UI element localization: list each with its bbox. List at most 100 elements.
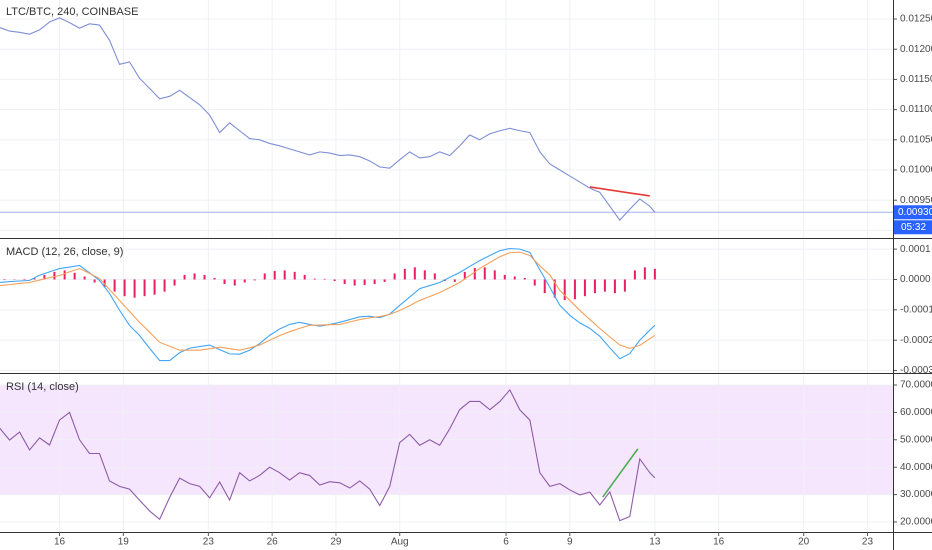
histogram-bar [373,279,376,285]
histogram-bar [523,277,526,280]
histogram-bar [653,268,656,280]
histogram-bar [533,279,536,286]
trend-line [589,186,650,197]
histogram-bar [253,279,256,281]
pane-title: LTC/BTC, 240, COINBASE [6,6,138,18]
countdown-label: 05:32 [901,222,926,233]
histogram-bar [343,279,346,285]
histogram-bar [133,279,136,298]
series-line [0,17,656,221]
last-price-label: 0.00930 [898,207,932,218]
histogram-bar [423,270,426,280]
histogram-bar [193,273,196,280]
histogram-bar [463,271,466,280]
histogram-bar [123,279,126,297]
histogram-bar [283,270,286,280]
histogram-bar [53,271,56,280]
histogram-bar [603,279,606,292]
y-tick-label: 70.0000 [900,380,932,391]
histogram-bar [233,279,236,286]
histogram-bar [3,279,6,281]
histogram-bar [453,279,456,282]
histogram-bar [473,267,476,280]
histogram-bar [403,268,406,280]
x-tick-label: 29 [330,537,342,548]
histogram-bar [103,279,106,288]
histogram-bar [113,279,116,292]
histogram-bar [593,279,596,294]
histogram-bar [243,279,246,283]
x-tick-label: 13 [649,537,661,548]
histogram-bar [583,279,586,297]
y-tick-label: 0.01150 [900,74,932,85]
histogram-bar [353,279,356,286]
histogram-bar [43,274,46,280]
histogram-bar [383,279,386,282]
histogram-bar [483,267,486,280]
y-tick-label: 0.01250 [900,14,932,25]
histogram-bar [83,276,86,280]
histogram-bar [493,270,496,280]
pane-title: RSI (14, close) [6,381,79,393]
histogram-bar [173,279,176,286]
histogram-bar [163,279,166,292]
countdown-box [894,220,932,235]
histogram-bar [263,273,266,280]
pane: 0.009000.009500.010000.010500.011000.011… [0,0,932,238]
histogram-bar [513,276,516,280]
x-tick-label: Aug [391,537,409,548]
y-tick-label: -0.0003 [900,365,932,376]
histogram-bar [93,279,96,283]
histogram-bar [213,277,216,280]
x-tick-label: 26 [267,537,279,548]
histogram-bar [333,279,336,281]
histogram-bar [393,273,396,280]
x-tick-label: 23 [203,537,215,548]
y-tick-label: 20.0000 [900,517,932,528]
histogram-bar [553,279,556,298]
pane-plot [0,0,893,238]
histogram-bar [563,279,566,301]
histogram-bar [633,270,636,280]
histogram-bar [23,278,26,280]
y-tick-label: 50.0000 [900,434,932,445]
histogram-bar [63,270,66,280]
histogram-bar [203,274,206,280]
series-line [0,388,656,522]
series-line [0,251,656,351]
histogram-bar [623,279,626,292]
histogram-bar [413,267,416,280]
histogram-bar [543,279,546,294]
histogram-bar [323,278,326,280]
pane-plot [0,375,893,532]
histogram-bar [573,279,576,300]
histogram-bar [153,279,156,295]
x-tick-label: 16 [54,537,66,548]
layers: 0.009000.009500.010000.010500.011000.011… [0,0,932,532]
x-tick-label: 20 [798,537,810,548]
y-tick-label: 30.0000 [900,489,932,500]
histogram-bar [313,278,316,280]
y-tick-label: 40.0000 [900,462,932,473]
histogram-bar [363,279,366,285]
pane-title: MACD (12, 26, close, 9) [6,246,123,258]
x-tick-label: 16 [713,537,725,548]
x-tick-label: 6 [503,537,509,548]
last-price-box [894,205,932,220]
histogram-bar [293,271,296,280]
y-tick-label: 0.0000 [900,274,931,285]
histogram-bar [223,279,226,285]
histogram-bar [73,272,76,280]
histogram-bar [613,279,616,294]
histogram-bar [433,273,436,280]
histogram-bar [143,279,146,297]
pane: 0.0001 0.0000 -0.0001 -0.0002 -0.0003 MACD (1… [0,240,932,376]
pane-plot [0,240,893,373]
y-tick-label: -0.0001 [900,304,932,315]
